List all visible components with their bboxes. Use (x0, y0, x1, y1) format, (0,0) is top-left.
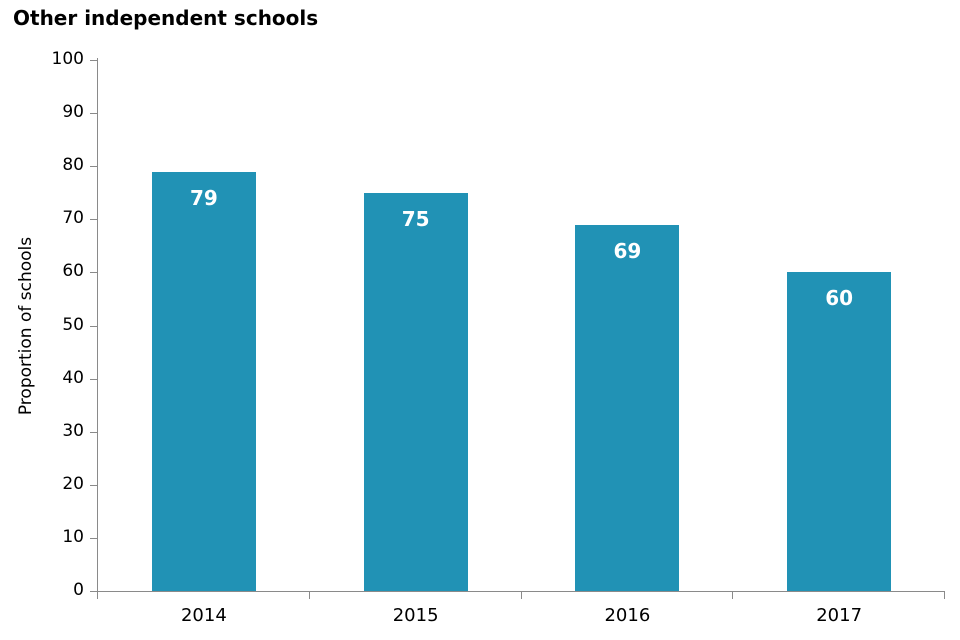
y-tick-label: 80 (62, 155, 84, 176)
y-tick-label: 60 (62, 261, 84, 282)
bar (787, 272, 892, 591)
bar (151, 171, 256, 591)
x-tick-mark (732, 592, 734, 599)
y-tick-label: 20 (62, 473, 84, 494)
y-tick-mark (90, 325, 97, 327)
y-tick-mark (90, 431, 97, 433)
x-tick-mark (520, 592, 522, 599)
bar-value-label: 69 (613, 238, 642, 263)
y-tick-label: 0 (73, 580, 84, 600)
bar (575, 224, 680, 591)
y-tick-mark (90, 591, 97, 592)
x-tick-label: 2016 (604, 605, 651, 626)
y-tick-label: 40 (62, 367, 84, 388)
x-tick-label: 2015 (392, 605, 439, 626)
y-tick-label: 10 (62, 526, 84, 547)
chart-title: Other independent schools (13, 6, 319, 30)
y-tick-label: 100 (51, 49, 84, 69)
x-tick-label: 2017 (816, 605, 863, 626)
bar-value-label: 79 (189, 185, 218, 210)
y-tick-label: 70 (62, 208, 84, 229)
y-tick-mark (90, 272, 97, 274)
y-tick-mark (90, 537, 97, 539)
x-tick-label: 2014 (180, 605, 227, 626)
bar-value-label: 75 (401, 206, 430, 231)
x-tick-mark (308, 592, 310, 599)
bar-value-label: 60 (825, 286, 854, 311)
bar (363, 192, 468, 591)
y-tick-label: 90 (62, 102, 84, 123)
y-tick-mark (90, 113, 97, 115)
x-axis-line (97, 591, 945, 592)
y-tick-label: 30 (62, 420, 84, 441)
y-axis-line (97, 58, 98, 592)
y-tick-label: 50 (62, 314, 84, 335)
y-tick-mark (90, 166, 97, 168)
y-tick-mark (90, 378, 97, 380)
y-tick-mark (90, 219, 97, 221)
x-tick-mark (97, 592, 98, 599)
y-tick-mark (90, 484, 97, 486)
x-tick-mark (944, 592, 945, 599)
y-tick-mark (90, 60, 97, 61)
